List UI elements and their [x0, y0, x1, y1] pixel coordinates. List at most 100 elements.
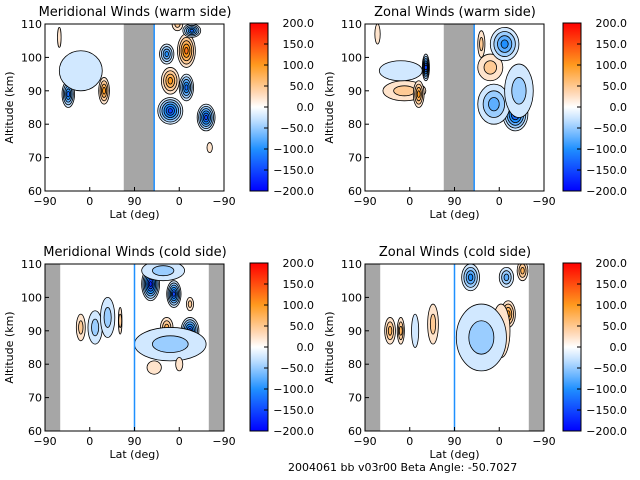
x-axis-label: Lat (deg) [110, 448, 160, 461]
chart-title: Meridional Winds (warm side) [39, 5, 232, 20]
contour-feature [500, 39, 509, 49]
plot-area [365, 264, 544, 431]
contour-feature [468, 320, 495, 355]
contour-feature [429, 313, 437, 335]
no-data-band [528, 264, 544, 431]
colorbar-tick-label: −100.0 [273, 383, 314, 396]
y-axis-label: Altitude (km) [3, 71, 16, 143]
colorbar-tick-label: −200.0 [586, 425, 627, 438]
colorbar-tick-label: 100.0 [596, 299, 628, 312]
colorbar-tick-label: −50.0 [280, 362, 314, 375]
x-tick-label: −90 [353, 435, 376, 448]
x-tick-label: −90 [33, 195, 56, 208]
y-tick-label: 90 [348, 85, 362, 98]
plot-area [45, 24, 224, 191]
x-tick-label: −90 [353, 195, 376, 208]
y-tick-label: 60 [28, 185, 42, 198]
colorbar-tick-label: −200.0 [273, 425, 314, 438]
y-axis-label: Altitude (km) [323, 71, 336, 143]
y-axis-label: Altitude (km) [3, 311, 16, 383]
contour-feature [189, 28, 194, 33]
contour-feature [146, 360, 162, 375]
contour-feature [467, 273, 474, 282]
contour-feature [411, 313, 420, 348]
colorbar-tick-label: 150.0 [596, 278, 628, 291]
colorbar-tick-label: 200.0 [283, 257, 315, 270]
contour-feature [483, 60, 497, 75]
chart-title: Meridional Winds (cold side) [43, 245, 226, 260]
x-tick-label: 0 [86, 435, 93, 448]
colorbar-tick-label: 100.0 [283, 59, 315, 72]
no-data-band [443, 24, 475, 191]
x-tick-label: −90 [212, 435, 235, 448]
x-tick-label: 0 [496, 435, 503, 448]
y-tick-label: 80 [28, 118, 42, 131]
y-tick-label: 80 [348, 118, 362, 131]
contour-feature [118, 313, 123, 328]
x-tick-label: 0 [406, 195, 413, 208]
contour-feature [374, 24, 381, 45]
x-tick-label: 90 [128, 195, 142, 208]
colorbar-tick-label: −100.0 [586, 383, 627, 396]
colorbar-tick-label: −150.0 [273, 404, 314, 417]
y-tick-label: 70 [348, 152, 362, 165]
contour-feature [171, 291, 176, 297]
contour-feature [152, 335, 189, 353]
y-tick-label: 80 [348, 358, 362, 371]
y-tick-label: 60 [348, 425, 362, 438]
colorbar-tick-label: 50.0 [603, 320, 628, 333]
colorbar-tick-label: 0.0 [610, 101, 628, 114]
contour-feature [164, 51, 169, 57]
y-tick-label: 100 [341, 51, 362, 64]
contour-feature [206, 142, 213, 153]
colorbar-tick-label: 150.0 [283, 38, 315, 51]
y-tick-label: 100 [21, 51, 42, 64]
colorbar-tick-label: 0.0 [297, 341, 315, 354]
colorbar-tick-label: 50.0 [290, 320, 315, 333]
colorbar-tick-label: −50.0 [593, 122, 627, 135]
y-tick-label: 90 [28, 85, 42, 98]
contour-feature [167, 108, 173, 114]
no-data-band [45, 264, 61, 431]
x-tick-label: 90 [128, 435, 142, 448]
y-tick-label: 110 [341, 258, 362, 271]
colorbar-tick-label: 200.0 [283, 17, 315, 30]
contour-feature [423, 64, 428, 71]
contour-feature [66, 91, 71, 98]
y-tick-label: 70 [28, 152, 42, 165]
colorbar-tick-label: 200.0 [596, 17, 628, 30]
colorbar-tick-label: −200.0 [586, 185, 627, 198]
contour-feature [398, 325, 403, 336]
contour-feature [204, 114, 209, 121]
x-tick-label: −90 [33, 435, 56, 448]
contour-feature [58, 50, 103, 92]
colorbar-tick-label: 0.0 [610, 341, 628, 354]
contour-feature [416, 90, 421, 98]
colorbar-tick-label: 150.0 [596, 38, 628, 51]
contour-feature [167, 77, 173, 85]
y-tick-label: 110 [21, 18, 42, 31]
y-tick-label: 110 [21, 258, 42, 271]
y-tick-label: 90 [28, 325, 42, 338]
contour-feature [174, 24, 181, 28]
y-tick-label: 70 [28, 392, 42, 405]
no-data-band [123, 24, 155, 191]
y-tick-label: 90 [348, 325, 362, 338]
x-axis-label: Lat (deg) [110, 208, 160, 221]
y-tick-label: 60 [28, 425, 42, 438]
y-tick-label: 100 [341, 291, 362, 304]
contour-feature [378, 60, 423, 82]
contour-feature [102, 87, 106, 95]
colorbar-tick-label: 50.0 [290, 80, 315, 93]
y-tick-label: 80 [28, 358, 42, 371]
contour-feature [148, 281, 153, 287]
contour-feature [151, 265, 175, 277]
x-axis-label: Lat (deg) [430, 448, 480, 461]
colorbar-tick-label: −150.0 [273, 164, 314, 177]
contour-feature [511, 77, 527, 105]
panel-zonal-cold: Zonal Winds (cold side) 60 70 80 90 100 110 −90… [323, 245, 627, 461]
colorbar-tick-label: −50.0 [593, 362, 627, 375]
plot-area [45, 264, 224, 431]
colorbar-tick-label: 100.0 [596, 59, 628, 72]
